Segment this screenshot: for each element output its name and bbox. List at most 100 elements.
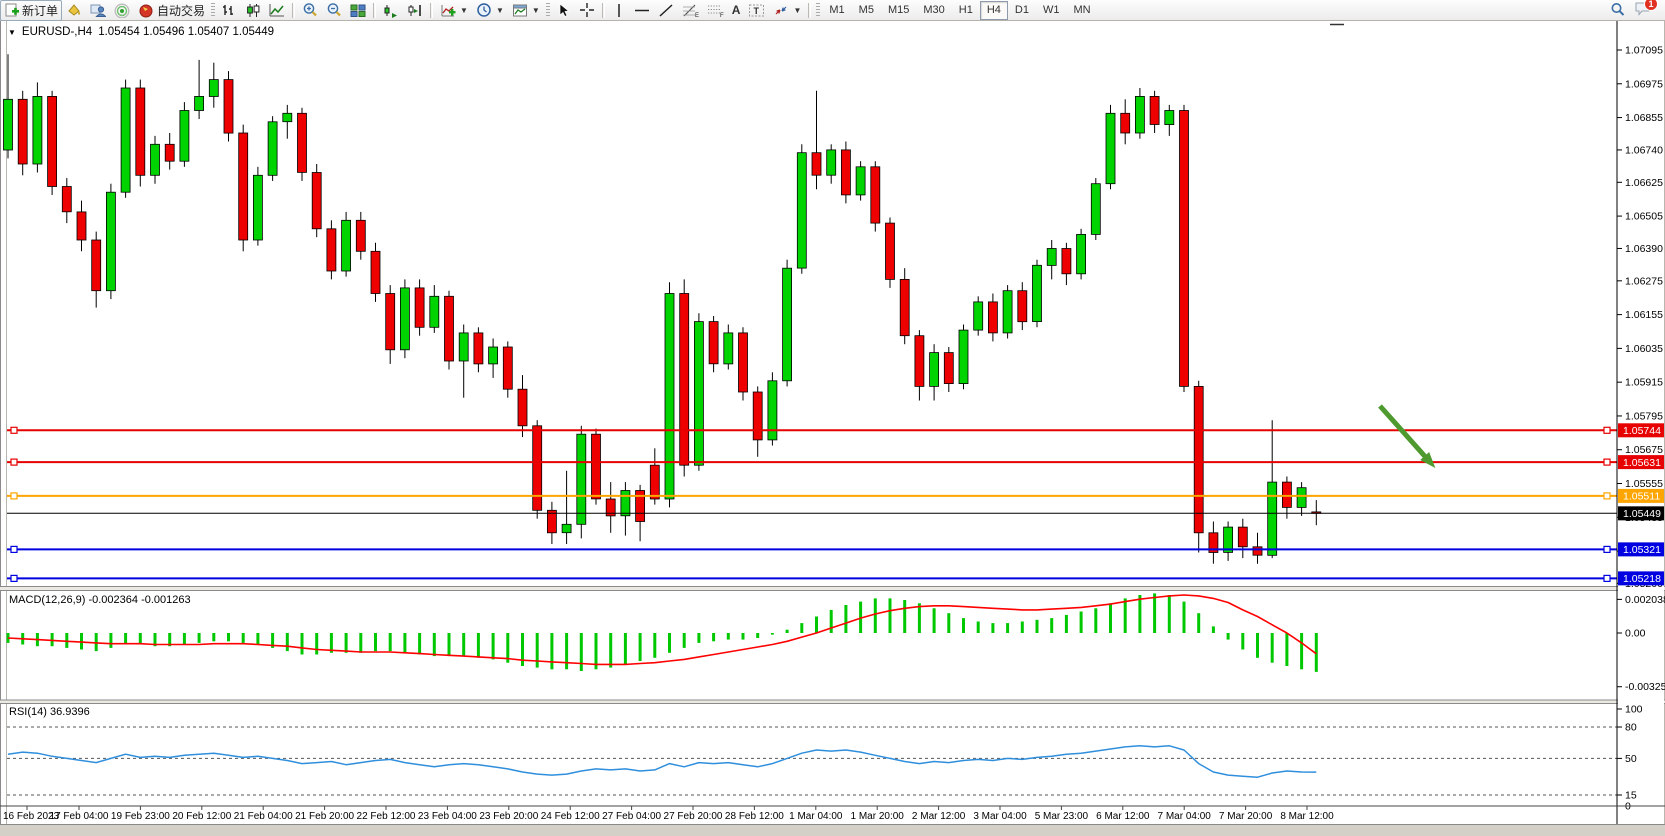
timeframe-button-mn[interactable]: MN [1073,3,1091,16]
candle-body [547,509,557,534]
line-chart-mode-button[interactable] [265,0,289,21]
zoom-in-button[interactable] [298,0,322,21]
time-axis-label: 24 Feb 12:00 [541,811,600,822]
candle-body [723,332,734,365]
candle-body [1267,481,1278,556]
grid-tool-icon: F [707,5,724,18]
timeframe-button-m30[interactable]: M30 [923,3,945,16]
toolbar-separator [373,2,377,18]
timeframe-button-w1[interactable]: W1 [1042,3,1060,16]
periods-dropdown-caret[interactable]: ▼ [495,5,504,15]
search-button[interactable] [1606,0,1630,21]
timeframe-button-m15[interactable]: M15 [887,3,910,16]
zoom-out-button[interactable] [322,0,346,21]
candle-body [179,110,190,162]
time-axis-label: 21 Feb 20:00 [295,811,354,822]
price-line-handle[interactable] [1603,458,1611,466]
notifications-button[interactable]: 1 [1634,0,1658,19]
timeframe-button-m5[interactable]: M5 [858,3,874,16]
timeframe-button-h4[interactable]: H4 [979,0,1008,20]
time-axis-label: 23 Feb 04:00 [418,811,477,822]
timeframe-button-d1[interactable]: D1 [1014,3,1029,16]
candle-body [399,287,410,351]
candle-body [502,346,513,390]
price-line-handle[interactable] [10,426,18,434]
time-axis-label: 7 Mar 20:00 [1219,811,1273,822]
bar-chart-mode-button[interactable] [217,0,241,21]
candlestick-mode-button[interactable] [241,0,265,21]
candle-body [899,278,910,337]
toolbar-separator [430,2,434,18]
vertical-line-icon [618,3,620,17]
panel-splitter[interactable] [0,700,1665,704]
time-axis-label: 8 Mar 12:00 [1280,811,1334,822]
styles-button[interactable] [62,0,86,21]
vertical-line-tool-button[interactable] [608,0,630,21]
price-line-handle[interactable] [10,574,18,583]
toolbar-grip[interactable] [816,3,821,17]
periods-button[interactable]: ▼ [472,0,508,21]
fibo-fan-tool-button[interactable]: F [703,0,728,21]
time-axis-label: 17 Feb 04:00 [50,811,109,822]
chart-menu-dropdown-icon[interactable]: ▼ [8,27,16,37]
candle-body [1223,526,1233,553]
templates-button[interactable]: ▼ [508,0,544,21]
crosshair-tool-button[interactable] [575,0,599,21]
candle-body [1193,385,1204,534]
toolbar-grip[interactable] [545,3,550,17]
text-label-tool-button[interactable]: T [744,0,769,21]
tile-windows-button[interactable] [346,0,370,21]
cursor-icon [559,2,570,17]
price-line-handle[interactable] [1603,574,1611,583]
auto-scroll-icon [384,4,398,18]
candle-body [282,112,293,123]
candle-body [870,166,881,224]
timeframe-button-m1[interactable]: M1 [829,3,845,16]
price-line-handle[interactable] [10,545,18,554]
candle-body [17,98,28,165]
chart-shift-icon [408,4,421,16]
arrows-dropdown-caret[interactable]: ▼ [793,5,802,15]
candle-body [708,321,719,365]
time-axis-label: 23 Feb 20:00 [479,811,538,822]
candle-body [488,346,499,365]
price-line-handle[interactable] [1603,426,1611,434]
price-level-badge-value: 1.05449 [1623,508,1661,520]
panel-splitter[interactable] [0,586,1665,591]
rsi-line [7,745,1317,778]
toolbar-grip[interactable] [211,3,216,17]
signal-button[interactable] [110,0,134,21]
candle-body [3,98,13,151]
text-tool-button[interactable]: A [728,0,745,21]
new-order-label: 新订单 [22,3,59,18]
grid-suffix: F [720,13,724,18]
cursor-tool-button[interactable] [552,0,575,21]
new-order-button[interactable]: 新订单 [0,0,63,21]
candle-body [32,96,43,165]
trendline-tool-button[interactable] [654,0,678,21]
toolbar-separator [601,2,605,18]
price-line-handle[interactable] [10,492,18,500]
auto-trading-button[interactable]: 自动交易 [134,0,209,21]
indicators-button[interactable]: ▼ [436,0,472,21]
price-line-handle[interactable] [10,458,18,466]
chart-shift-button[interactable] [403,0,427,21]
candle-body [517,388,528,427]
candle-body [1237,526,1248,548]
candle-body [767,380,778,441]
fibonacci-tool-button[interactable]: E [678,0,703,21]
toolbar-separator [808,2,812,18]
indicators-dropdown-caret[interactable]: ▼ [460,5,468,15]
price-axis-tick-label: 1.05675 [1625,444,1663,456]
price-line-handle[interactable] [1603,545,1611,554]
profile-button[interactable] [86,0,110,21]
auto-scroll-button[interactable] [379,0,403,21]
horizontal-line-tool-button[interactable] [630,0,654,21]
price-line-handle[interactable] [1603,492,1611,500]
timeframe-button-h1[interactable]: H1 [958,3,973,16]
templates-dropdown-caret[interactable]: ▼ [531,5,540,15]
arrows-tool-button[interactable]: ▼ [769,0,805,21]
time-axis-label: 27 Feb 04:00 [602,811,661,822]
trend-arrow-annotation[interactable] [1378,404,1428,460]
